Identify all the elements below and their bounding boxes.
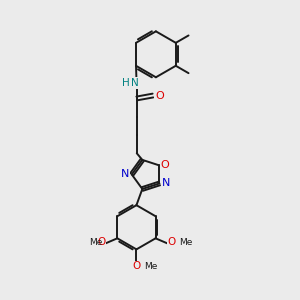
Text: O: O [132, 261, 141, 272]
Text: O: O [168, 237, 176, 248]
Text: Me: Me [144, 262, 157, 271]
Text: N: N [121, 169, 130, 179]
Text: Me: Me [179, 238, 193, 247]
Text: Me: Me [89, 238, 102, 247]
Text: O: O [97, 237, 105, 248]
Text: N: N [162, 178, 170, 188]
Text: O: O [161, 160, 170, 170]
Text: H: H [122, 78, 129, 88]
Text: O: O [155, 91, 164, 100]
Text: N: N [131, 78, 139, 88]
